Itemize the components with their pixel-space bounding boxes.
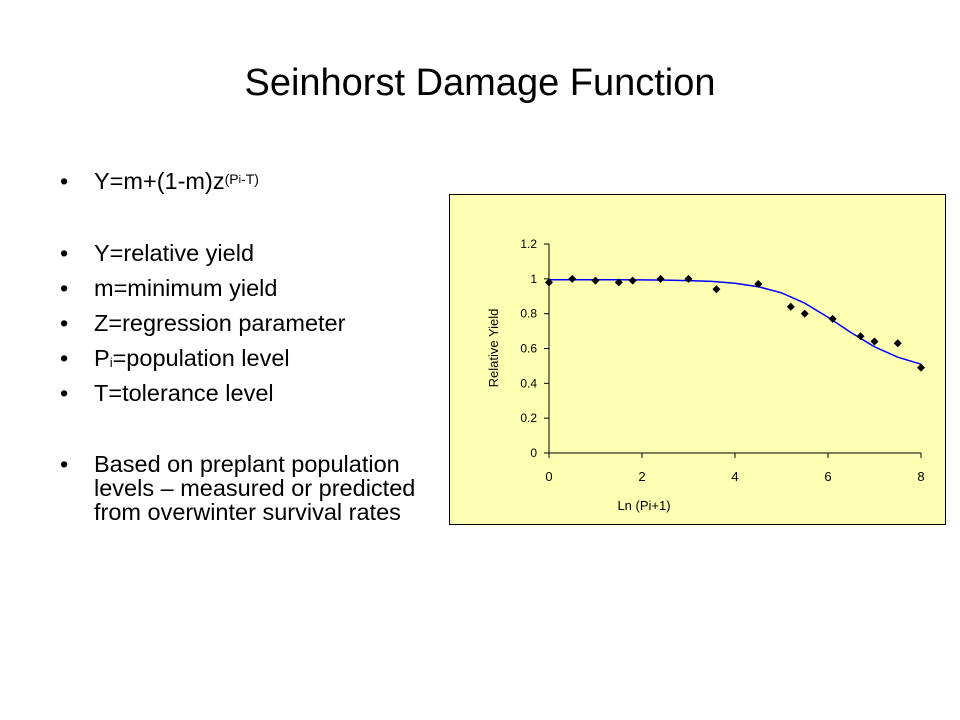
slide-title: Seinhorst Damage Function: [244, 62, 716, 104]
bullet-text: Based on preplant population levels – me…: [94, 451, 416, 525]
x-tick-label: 8: [917, 469, 924, 484]
bullet-minimum-yield: • m=minimum yield: [60, 275, 445, 302]
data-points-layer: [545, 274, 925, 372]
data-point: [786, 302, 795, 311]
x-tick-label: 4: [731, 469, 738, 484]
y-axis-label: Relative Yield: [486, 309, 501, 388]
bullet-marker: •: [60, 240, 69, 266]
bullet-formula: • Y=m+(1-m)z(Pi-T): [60, 168, 445, 195]
bullet-text: T=tolerance level: [94, 380, 274, 406]
x-axis-label: Ln (Pi+1): [617, 498, 670, 513]
x-tick-label: 2: [638, 469, 645, 484]
data-point: [828, 314, 837, 323]
data-point: [628, 276, 637, 285]
data-point: [870, 337, 879, 346]
bullet-population-level: • Pi=population level: [60, 345, 290, 371]
bullet-list: • Y=m+(1-m)z(Pi-T) • Y=relative yield • …: [60, 168, 445, 524]
bullet-marker: •: [60, 275, 69, 301]
bullet-text: Y=relative yield: [94, 240, 255, 266]
bullet-marker: •: [60, 451, 69, 477]
bullet-regression-parameter: • Z=regression parameter: [60, 310, 445, 337]
bullet-tolerance-level: • T=tolerance level: [60, 380, 445, 407]
bullet-text: Z=regression parameter: [94, 310, 346, 336]
y-tick-label: 0.2: [520, 411, 537, 425]
bullet-preplant-note: • Based on preplant population levels – …: [60, 452, 445, 524]
x-tick-label: 6: [824, 469, 831, 484]
chart-svg: 0 0.2 0.4 0.6 0.8 1 1.2 0 2 4 6 8 Ln (Pi+1) Relativ…: [486, 237, 925, 513]
data-point: [545, 278, 553, 287]
data-point: [568, 274, 577, 283]
y-tick-label: 0: [530, 446, 537, 460]
y-tick-label: 0.4: [520, 376, 537, 390]
bullet-marker: •: [60, 310, 69, 336]
data-point: [591, 276, 600, 285]
fit-curve: [549, 278, 922, 365]
data-point: [800, 309, 809, 318]
bullet-marker: •: [60, 168, 69, 194]
data-point: [754, 280, 763, 289]
data-point: [712, 285, 721, 294]
y-tick-label: 0.8: [520, 307, 537, 321]
data-point: [917, 363, 925, 372]
bullet-text: m=minimum yield: [94, 275, 278, 301]
data-point: [684, 274, 693, 283]
chart-panel: 0 0.2 0.4 0.6 0.8 1 1.2 0 2 4 6 8 Ln (Pi+1) Relativ…: [449, 194, 946, 525]
x-tick-label: 0: [545, 469, 552, 484]
chart-axes: [544, 243, 922, 458]
formula-exponent: (Pi-T): [224, 171, 259, 187]
data-point: [656, 274, 665, 283]
formula-base: Y=m+(1-m)z: [94, 168, 225, 194]
bullet-marker: •: [60, 345, 69, 371]
data-point: [856, 332, 865, 341]
data-point: [893, 339, 902, 348]
fit-curve-layer: [549, 278, 922, 365]
y-tick-label: 0.6: [520, 342, 537, 356]
y-tick-label: 1.2: [520, 237, 537, 251]
bullet-marker: •: [60, 380, 69, 406]
data-point: [614, 278, 623, 287]
tick-labels-layer: 0 0.2 0.4 0.6 0.8 1 1.2 0 2 4 6 8: [520, 237, 924, 484]
y-tick-label: 1: [530, 272, 537, 286]
bullet-relative-yield: • Y=relative yield: [60, 240, 445, 267]
